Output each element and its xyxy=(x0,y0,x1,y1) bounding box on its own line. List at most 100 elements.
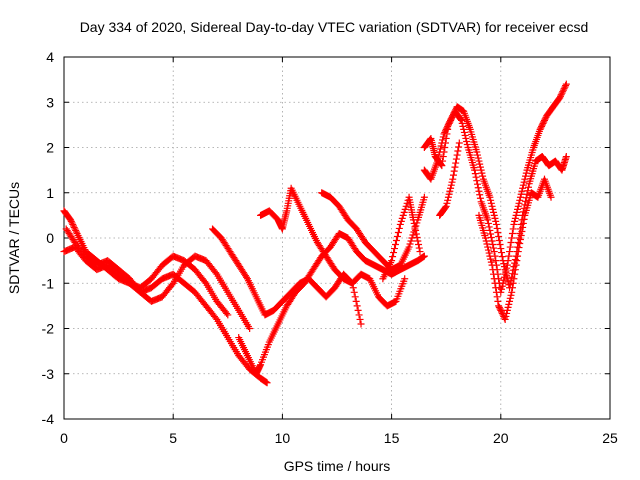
data-point xyxy=(484,243,492,251)
series-trace-h xyxy=(379,193,424,283)
data-point xyxy=(67,217,75,225)
data-point xyxy=(483,240,491,248)
data-point xyxy=(511,217,519,225)
data-point xyxy=(472,173,480,181)
data-point xyxy=(395,224,403,232)
data-point xyxy=(509,225,517,233)
data-point xyxy=(490,248,498,256)
data-point xyxy=(561,83,569,91)
x-tick-label: 25 xyxy=(602,430,618,446)
data-point xyxy=(394,228,402,236)
data-point xyxy=(500,276,508,284)
data-point xyxy=(547,193,555,201)
data-point xyxy=(513,257,521,265)
data-point xyxy=(511,270,519,278)
data-point xyxy=(519,219,527,227)
data-point xyxy=(505,300,513,308)
data-point xyxy=(510,275,518,283)
data-point xyxy=(357,320,365,328)
data-point xyxy=(212,269,220,277)
x-tick-label: 0 xyxy=(60,430,68,446)
data-point xyxy=(541,115,549,123)
data-point xyxy=(515,199,523,207)
data-point xyxy=(201,278,209,286)
data-point xyxy=(500,314,508,322)
data-point xyxy=(487,196,495,204)
data-point xyxy=(443,124,451,132)
data-point xyxy=(212,314,220,322)
y-tick-label: 4 xyxy=(46,49,54,65)
chart-title: Day 334 of 2020, Sidereal Day-to-day VTE… xyxy=(80,19,589,35)
data-point xyxy=(515,244,523,252)
data-point xyxy=(447,115,455,123)
data-point xyxy=(441,203,449,211)
data-point xyxy=(500,263,508,271)
data-point xyxy=(414,237,422,245)
data-point xyxy=(520,178,528,186)
data-point xyxy=(484,216,492,224)
data-point xyxy=(449,175,457,183)
data-point xyxy=(506,248,514,256)
data-point xyxy=(484,246,492,254)
data-point xyxy=(497,306,505,314)
data-point xyxy=(503,275,511,283)
data-point xyxy=(487,199,495,207)
data-point xyxy=(460,128,468,136)
data-point xyxy=(518,227,526,235)
data-point xyxy=(492,288,500,296)
data-point xyxy=(520,215,528,223)
data-point xyxy=(503,306,511,314)
data-point xyxy=(539,119,547,127)
data-point xyxy=(445,119,453,127)
data-point xyxy=(538,122,546,130)
grid xyxy=(63,56,611,420)
data-point xyxy=(242,273,250,281)
data-point xyxy=(463,140,471,148)
data-point xyxy=(537,124,545,132)
data-point xyxy=(447,181,455,189)
data-point xyxy=(507,291,515,299)
data-point xyxy=(67,216,75,224)
data-point xyxy=(492,217,500,225)
data-point xyxy=(353,302,361,310)
data-point xyxy=(442,125,450,133)
y-tick-label: 3 xyxy=(46,94,54,110)
data-point xyxy=(513,208,521,216)
data-point xyxy=(494,228,502,236)
data-point xyxy=(396,220,404,228)
data-point xyxy=(485,249,493,257)
data-point xyxy=(452,159,460,167)
data-point xyxy=(444,196,452,204)
data-point xyxy=(446,187,454,195)
data-point xyxy=(557,91,565,99)
data-point xyxy=(519,181,527,189)
data-point xyxy=(460,125,468,133)
data-point xyxy=(441,128,449,136)
data-point xyxy=(401,275,409,283)
data-point xyxy=(562,82,570,90)
data-point xyxy=(415,241,423,249)
data-point xyxy=(540,118,548,126)
data-point xyxy=(413,233,421,241)
data-point xyxy=(488,261,496,269)
data-point xyxy=(471,170,479,178)
data-point xyxy=(516,196,524,204)
data-point xyxy=(494,297,502,305)
x-tick-label: 15 xyxy=(384,430,400,446)
data-point xyxy=(356,315,364,323)
data-point xyxy=(497,245,505,253)
data-point xyxy=(496,305,504,313)
data-point xyxy=(416,248,424,256)
data-point xyxy=(482,237,490,245)
y-tick-label: 0 xyxy=(46,230,54,246)
data-point xyxy=(486,252,494,260)
data-point xyxy=(489,266,497,274)
data-point xyxy=(495,232,503,240)
data-point xyxy=(514,202,522,210)
data-point xyxy=(445,190,453,198)
data-point xyxy=(355,311,363,319)
data-point xyxy=(540,116,548,124)
y-tick-label: 1 xyxy=(46,185,54,201)
data-point xyxy=(446,118,454,126)
data-point xyxy=(485,223,493,231)
